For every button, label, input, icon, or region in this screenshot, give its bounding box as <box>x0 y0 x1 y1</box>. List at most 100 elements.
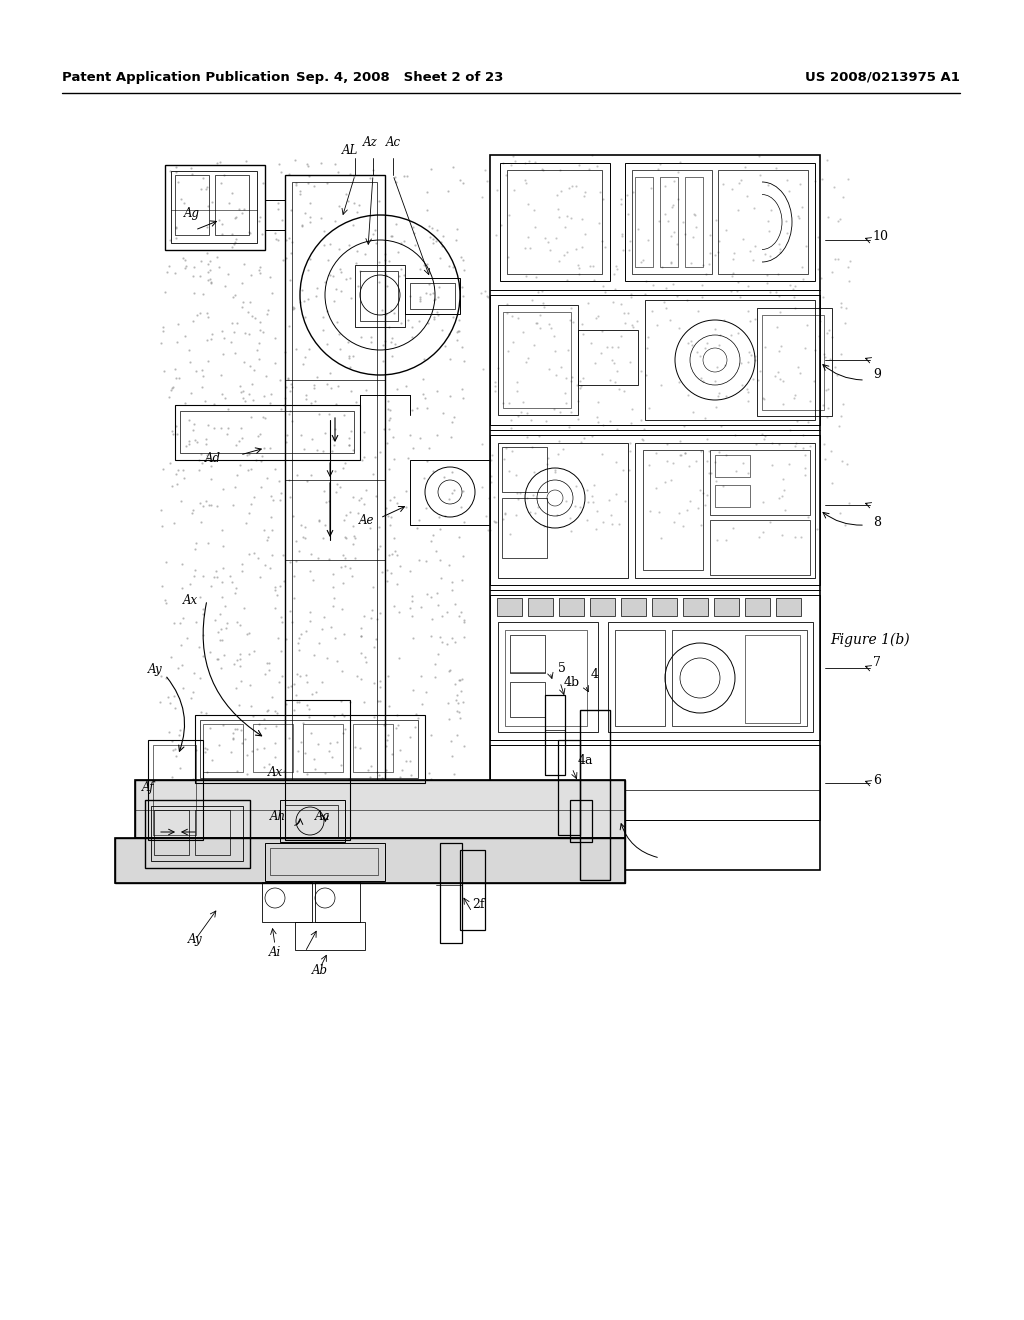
Point <box>272 399 289 420</box>
Point <box>383 331 399 352</box>
Point <box>229 611 246 632</box>
Bar <box>115 838 625 883</box>
Point <box>354 780 371 801</box>
Point <box>371 516 387 537</box>
Point <box>178 255 195 276</box>
Point <box>422 282 438 304</box>
Point <box>797 457 813 478</box>
Point <box>195 603 211 624</box>
Point <box>590 412 606 433</box>
Point <box>226 232 243 253</box>
Point <box>755 492 771 513</box>
Point <box>381 458 397 479</box>
Point <box>288 338 304 359</box>
Point <box>406 680 422 701</box>
Point <box>195 565 211 586</box>
Point <box>752 165 768 186</box>
Point <box>625 182 641 203</box>
Point <box>233 428 250 449</box>
Bar <box>165 165 265 249</box>
Point <box>823 473 840 494</box>
Point <box>424 218 440 239</box>
Point <box>423 768 439 789</box>
Point <box>177 393 194 414</box>
Point <box>572 375 589 396</box>
Point <box>840 168 856 189</box>
Point <box>802 436 818 457</box>
Point <box>313 618 330 639</box>
Point <box>504 306 520 327</box>
Point <box>568 475 585 496</box>
Point <box>257 554 273 576</box>
Point <box>331 323 347 345</box>
Point <box>403 606 420 627</box>
Point <box>345 346 361 367</box>
Point <box>540 454 556 475</box>
Point <box>215 557 231 578</box>
Point <box>731 286 748 308</box>
Point <box>451 693 467 714</box>
Point <box>301 610 317 631</box>
Point <box>455 173 471 194</box>
Point <box>346 525 362 546</box>
Point <box>199 739 215 760</box>
Point <box>432 813 449 834</box>
Point <box>188 360 205 381</box>
Point <box>807 341 823 362</box>
Point <box>734 374 751 395</box>
Point <box>751 145 767 166</box>
Point <box>432 519 449 540</box>
Point <box>265 849 282 870</box>
Point <box>356 780 373 801</box>
Point <box>838 298 854 319</box>
Point <box>439 810 456 832</box>
Point <box>676 416 692 437</box>
Point <box>601 490 617 511</box>
Point <box>452 321 468 342</box>
Point <box>767 366 783 387</box>
Point <box>227 434 244 455</box>
Point <box>610 513 627 535</box>
Point <box>362 756 379 777</box>
Point <box>524 484 541 506</box>
Point <box>259 304 275 325</box>
Point <box>383 224 399 246</box>
Point <box>284 832 300 853</box>
Point <box>195 645 211 667</box>
Point <box>219 264 236 285</box>
Bar <box>410 282 455 309</box>
Point <box>254 407 270 428</box>
Point <box>456 350 472 371</box>
Point <box>381 409 397 430</box>
Point <box>398 376 415 397</box>
Point <box>356 647 373 668</box>
Point <box>379 275 395 296</box>
Point <box>328 279 344 300</box>
Point <box>305 645 322 667</box>
Point <box>384 327 400 348</box>
Bar <box>505 630 587 726</box>
Point <box>519 226 536 247</box>
Point <box>613 223 630 244</box>
Point <box>497 502 513 523</box>
Point <box>203 329 219 350</box>
Point <box>432 568 449 589</box>
Point <box>730 322 746 343</box>
Bar <box>570 800 592 842</box>
Text: US 2008/0213975 A1: US 2008/0213975 A1 <box>805 70 961 83</box>
Point <box>324 441 340 462</box>
Bar <box>270 847 378 875</box>
Bar <box>498 444 628 578</box>
Point <box>397 750 414 771</box>
Point <box>718 219 734 240</box>
Point <box>586 491 602 512</box>
Point <box>385 528 401 549</box>
Point <box>323 788 339 809</box>
Point <box>251 348 267 370</box>
Point <box>183 502 200 523</box>
Point <box>624 314 640 335</box>
Point <box>297 306 313 327</box>
Point <box>833 343 849 364</box>
Point <box>329 474 345 495</box>
Point <box>287 149 303 170</box>
